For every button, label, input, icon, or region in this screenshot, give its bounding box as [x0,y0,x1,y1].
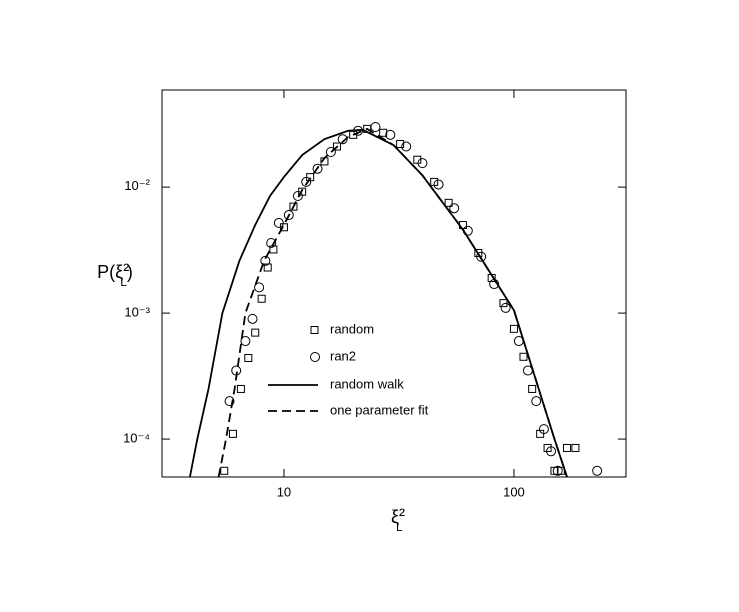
y-tick-label: 10⁻⁴ [123,431,150,446]
marker [476,251,487,262]
marker [385,129,396,140]
marker [552,465,563,476]
marker [220,466,229,475]
marker [301,176,312,187]
marker [224,396,235,407]
marker [228,429,237,438]
legend-swatch [310,352,320,362]
marker [546,446,557,457]
legend-label: random walk [330,376,404,391]
marker [396,139,405,148]
marker [531,396,542,407]
marker [401,141,412,152]
marker [332,142,341,151]
marker [449,203,460,214]
marker [528,384,537,393]
marker [240,336,251,347]
y-axis-label: P(ξ² L) [97,260,133,289]
x-axis-label: ξ² L [391,505,405,534]
marker [538,424,549,435]
legend-label: ran2 [330,348,356,363]
marker [236,384,245,393]
marker [312,163,323,174]
marker [283,210,294,221]
marker [509,324,518,333]
marker [500,302,511,313]
marker [571,443,580,452]
plot-frame [161,89,627,478]
marker [474,248,483,257]
marker [413,155,422,164]
legend-label: random [330,321,374,336]
legend-label: one parameter fit [330,402,429,417]
plot-area [189,122,603,477]
marker [251,328,260,337]
marker [263,263,272,272]
marker [444,198,453,207]
marker [370,122,381,133]
marker [592,465,603,476]
marker [543,443,552,452]
marker [247,313,258,324]
marker [292,191,303,202]
legend-swatch [310,326,319,334]
marker [325,146,336,157]
marker [257,294,266,303]
marker [254,282,265,293]
marker [269,245,278,254]
x-tick-label: 10 [277,484,291,499]
marker [337,134,348,145]
marker [417,158,428,169]
line [217,127,568,477]
y-tick-label: 10⁻³ [124,305,150,320]
marker [244,354,253,363]
x-tick-label: 100 [503,484,525,499]
marker [266,238,277,249]
marker [273,217,284,228]
marker [562,443,571,452]
marker [289,202,298,211]
marker [260,255,271,266]
marker [433,179,444,190]
y-tick-label: 10⁻² [124,177,150,194]
marker [519,352,528,361]
